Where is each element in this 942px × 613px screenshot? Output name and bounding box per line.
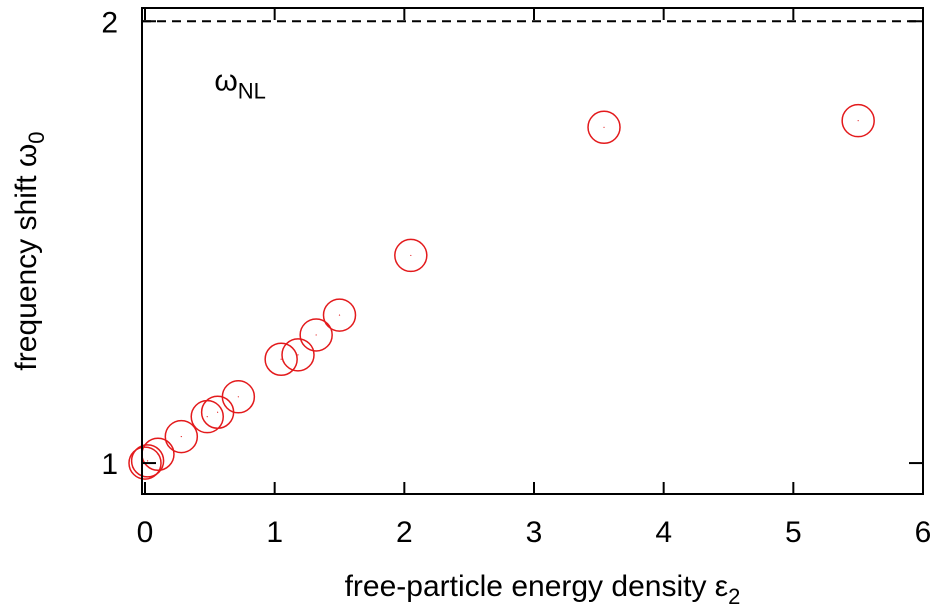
y-axis-label: frequency shift ω0 [10, 131, 49, 370]
axis-ticks: 0 1 2 3 4 5 6 1 2 [101, 6, 931, 549]
y-tick-label: 1 [101, 448, 118, 481]
data-point [128, 446, 162, 480]
data-point [264, 342, 298, 376]
x-tick-label: 3 [526, 516, 543, 549]
data-point [587, 110, 621, 145]
data-point [299, 318, 333, 352]
x-tick-label: 1 [266, 516, 283, 549]
data-point [221, 380, 256, 414]
y-tick-label: 2 [101, 6, 118, 39]
x-tick-label: 5 [785, 516, 802, 549]
plot-frame [141, 7, 924, 495]
omega-nl-annotation: ωNL [214, 65, 266, 104]
data-point-center [217, 411, 219, 413]
data-point-center [280, 358, 282, 360]
data-point [841, 103, 875, 138]
data-point [394, 238, 428, 273]
x-tick-label: 6 [915, 516, 932, 549]
data-point [164, 419, 199, 454]
data-point-center [315, 334, 317, 336]
data-point-center [603, 126, 605, 128]
data-point [130, 444, 165, 478]
data-point-center [146, 460, 149, 462]
x-tick-label: 4 [655, 516, 672, 549]
chart-marks [128, 20, 923, 480]
data-point-center [857, 120, 859, 122]
data-point [322, 298, 357, 332]
x-tick-label: 2 [396, 516, 413, 549]
data-point [281, 338, 315, 372]
x-tick-label: 0 [137, 516, 154, 549]
data-point-center [206, 416, 208, 418]
data-point-center [297, 354, 299, 356]
data-point-center [410, 254, 412, 257]
data-point-center [180, 435, 182, 438]
data-point-center [157, 453, 159, 455]
data-point-center [338, 314, 341, 316]
x-axis-label: free-particle energy density ε2 [345, 570, 741, 609]
data-point-center [237, 396, 239, 398]
